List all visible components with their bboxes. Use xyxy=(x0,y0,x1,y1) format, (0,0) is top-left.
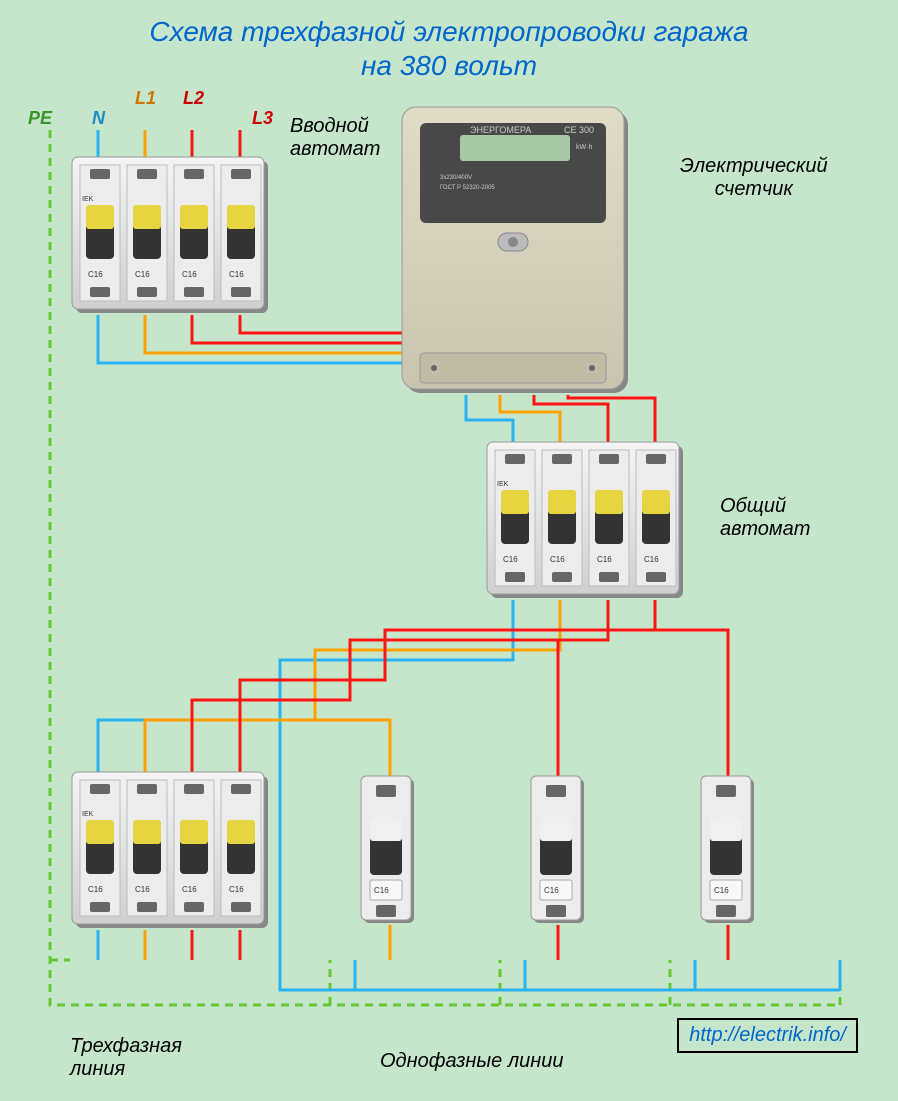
single-breaker-2: C16 xyxy=(530,775,586,925)
svg-text:3x230/400V: 3x230/400V xyxy=(440,175,472,181)
svg-text:kW·h: kW·h xyxy=(576,144,592,151)
label-main-breaker: Общий автомат xyxy=(720,495,810,541)
main-breaker: C16 C16 C16 C16 xyxy=(485,440,685,600)
svg-text:IEK: IEK xyxy=(497,481,509,488)
svg-text:IEK: IEK xyxy=(82,196,94,203)
svg-text:C16: C16 xyxy=(597,555,612,564)
label-three-phase: Трехфазная линия xyxy=(70,1035,182,1081)
svg-text:C16: C16 xyxy=(374,886,389,895)
svg-text:C16: C16 xyxy=(714,886,729,895)
svg-text:C16: C16 xyxy=(229,885,244,894)
svg-text:C16: C16 xyxy=(550,555,565,564)
svg-text:C16: C16 xyxy=(135,270,150,279)
input-breaker: C16 C16 C16 C16 xyxy=(70,155,270,315)
svg-text:C16: C16 xyxy=(88,270,103,279)
title-line1: Схема трехфазной электропроводки гаража xyxy=(149,16,748,47)
svg-text:C16: C16 xyxy=(229,270,244,279)
label-input-breaker: Вводной автомат xyxy=(290,115,380,161)
label-n: N xyxy=(92,108,105,129)
label-l1: L1 xyxy=(135,88,156,109)
label-pe: PE xyxy=(28,108,52,129)
svg-text:ЭНЕРГОМЕРА: ЭНЕРГОМЕРА xyxy=(470,125,531,135)
svg-text:ГОСТ Р 52320-2005: ГОСТ Р 52320-2005 xyxy=(440,185,495,191)
single-breaker-1: C16 xyxy=(360,775,416,925)
svg-text:C16: C16 xyxy=(135,885,150,894)
title-line2: на 380 вольт xyxy=(361,50,537,81)
single-breaker-3: C16 xyxy=(700,775,756,925)
label-meter: Электрический счетчик xyxy=(680,155,828,201)
three-phase-breaker: C16 C16 C16 C16 xyxy=(70,770,270,930)
diagram-title: Схема трехфазной электропроводки гаража … xyxy=(0,15,898,82)
svg-text:CE 300: CE 300 xyxy=(564,125,594,135)
svg-text:IEK: IEK xyxy=(82,811,94,818)
svg-text:C16: C16 xyxy=(503,555,518,564)
svg-text:C16: C16 xyxy=(182,270,197,279)
svg-text:C16: C16 xyxy=(182,885,197,894)
label-l2: L2 xyxy=(183,88,204,109)
svg-text:C16: C16 xyxy=(88,885,103,894)
svg-text:C16: C16 xyxy=(644,555,659,564)
electric-meter: ЭНЕРГОМЕРА CE 300 kW·h 3x230/400V ГОСТ Р… xyxy=(400,105,630,395)
url-box: http://electrik.info/ xyxy=(677,1018,858,1053)
label-l3: L3 xyxy=(252,108,273,129)
label-single-phase: Однофазные линии xyxy=(380,1050,564,1073)
svg-text:C16: C16 xyxy=(544,886,559,895)
